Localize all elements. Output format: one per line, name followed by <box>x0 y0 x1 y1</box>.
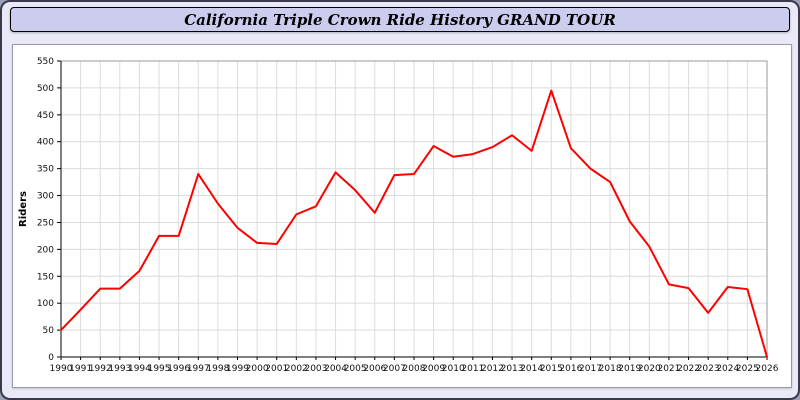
x-tick-label: 1995 <box>148 364 171 374</box>
x-tick-label: 2006 <box>363 364 386 374</box>
y-tick-label: 150 <box>37 272 54 282</box>
x-tick-label: 2004 <box>324 364 347 374</box>
y-tick-label: 250 <box>37 218 54 228</box>
x-tick-label: 1992 <box>89 364 112 374</box>
y-tick-label: 350 <box>37 165 54 175</box>
x-tick-label: 2020 <box>638 364 661 374</box>
chart-titlebar: California Triple Crown Ride History GRA… <box>10 7 790 32</box>
x-tick-label: 2005 <box>344 364 367 374</box>
x-tick-label: 2015 <box>540 364 563 374</box>
y-tick-label: 450 <box>37 111 54 121</box>
y-tick-label: 300 <box>37 192 54 202</box>
x-tick-label: 2002 <box>285 364 308 374</box>
y-tick-label: 500 <box>37 84 54 94</box>
x-tick-label: 2012 <box>481 364 504 374</box>
x-tick-label: 2003 <box>304 364 327 374</box>
x-tick-label: 1997 <box>187 364 210 374</box>
line-chart: 0501001502002503003504004505005501990199… <box>18 57 779 374</box>
series-line-riders <box>60 89 768 358</box>
x-tick-label: 1993 <box>108 364 131 374</box>
x-tick-label: 2024 <box>716 364 739 374</box>
x-tick-label: 1999 <box>226 364 249 374</box>
x-tick-label: 2023 <box>697 364 720 374</box>
x-tick-label: 1994 <box>128 364 151 374</box>
x-tick-label: 2025 <box>736 364 759 374</box>
chart-title: California Triple Crown Ride History GRA… <box>184 10 616 29</box>
y-axis-label: Riders <box>18 191 29 227</box>
x-tick-label: 2007 <box>383 364 406 374</box>
chart-panel: 0 50 100 150 200 250 300 350 400 450 500 550 1990 199… <box>12 44 792 388</box>
x-tick-label: 2026 <box>756 364 779 374</box>
y-tick-label: 50 <box>43 326 55 336</box>
y-tick-label: 100 <box>37 299 54 309</box>
x-tick-label: 2010 <box>442 364 465 374</box>
x-tick-label: 1990 <box>50 364 73 374</box>
x-tick-label: 2021 <box>657 364 680 374</box>
x-tick-label: 2018 <box>599 364 622 374</box>
x-tick-label: 2016 <box>559 364 582 374</box>
x-tick-label: 2009 <box>422 364 445 374</box>
y-tick-label: 550 <box>37 57 54 67</box>
x-tick-label: 2008 <box>403 364 426 374</box>
x-tick-label: 2017 <box>579 364 602 374</box>
x-tick-label: 2000 <box>246 364 269 374</box>
y-tick-label: 0 <box>48 353 54 363</box>
x-tick-label: 2011 <box>461 364 484 374</box>
x-tick-label: 1996 <box>167 364 190 374</box>
x-tick-label: 2013 <box>501 364 524 374</box>
y-tick-label: 200 <box>37 245 54 255</box>
x-tick-label: 2001 <box>265 364 288 374</box>
y-tick-label: 400 <box>37 138 54 148</box>
x-tick-label: 1998 <box>206 364 229 374</box>
x-tick-label: 2022 <box>677 364 700 374</box>
x-tick-label: 1991 <box>69 364 92 374</box>
x-tick-label: 2019 <box>618 364 641 374</box>
x-tick-label: 2014 <box>520 364 543 374</box>
